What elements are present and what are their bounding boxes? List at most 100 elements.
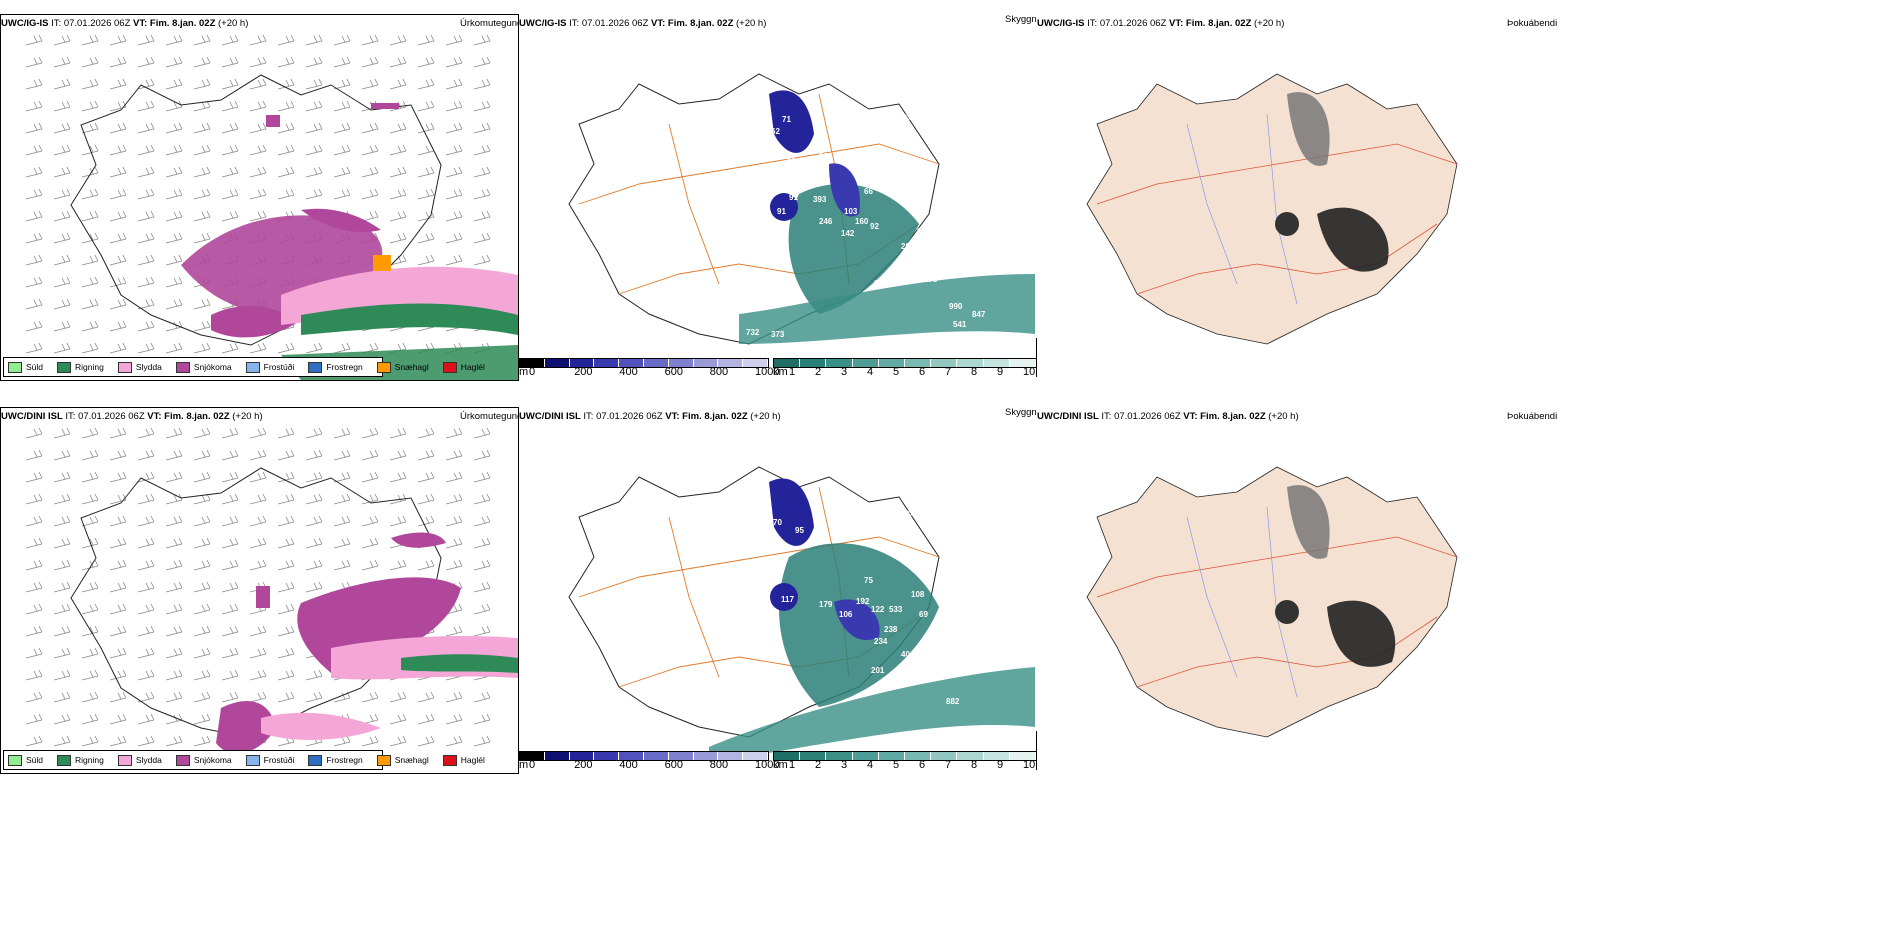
- wind-barb: [165, 581, 183, 593]
- wind-barb: [193, 713, 211, 725]
- wind-barb: [445, 100, 463, 112]
- wind-barb: [221, 100, 239, 112]
- legend-swatch: [442, 754, 457, 766]
- wind-barb: [417, 122, 435, 134]
- ceiling-value: 93: [787, 157, 796, 166]
- ceiling-value: 340: [899, 509, 913, 518]
- wind-barb: [193, 122, 211, 134]
- ceiling-value: 71: [782, 115, 791, 124]
- wind-barb: [137, 669, 155, 681]
- wind-barb: [305, 581, 323, 593]
- wind-barb: [193, 581, 211, 593]
- wind-barb: [473, 735, 491, 747]
- colorbar-tick: 9: [997, 759, 1004, 771]
- colorbar-tick: 200: [574, 759, 593, 771]
- wind-barb: [109, 603, 127, 615]
- fog-map-row1: [1086, 73, 1458, 345]
- wind-barb: [53, 188, 71, 200]
- wind-barb: [53, 56, 71, 68]
- wind-barb: [165, 559, 183, 571]
- panel-precip-type-row1: Súld Rigning Slydda Snjókoma Frostúði Frostre…: [0, 14, 519, 381]
- wind-barb: [333, 342, 351, 354]
- wind-barb: [277, 56, 295, 68]
- wind-barb: [25, 669, 43, 681]
- wind-barb: [53, 34, 71, 46]
- panel-fog-row1: [1037, 14, 1555, 379]
- wind-barb: [333, 449, 351, 461]
- wind-barb: [25, 493, 43, 505]
- wind-barb: [277, 493, 295, 505]
- wind-barb: [25, 427, 43, 439]
- legend-item: Rigning: [57, 754, 104, 766]
- colorbar-segment: [826, 752, 853, 760]
- wind-barb: [445, 537, 463, 549]
- colorbar-tick: 7: [945, 366, 952, 378]
- panel-title-precip-row2: Úrkomutegund: [460, 411, 523, 422]
- wind-barb: [445, 232, 463, 244]
- snow-patch-north: [301, 208, 381, 233]
- wind-barb: [53, 254, 71, 266]
- wind-barb: [81, 254, 99, 266]
- wind-barb: [473, 188, 491, 200]
- wind-barb: [333, 122, 351, 134]
- ceiling-value: 62: [771, 127, 780, 136]
- colorbar-tick: 8: [971, 759, 978, 771]
- wind-barb: [249, 471, 267, 483]
- wind-barb: [109, 320, 127, 332]
- wind-barb: [333, 493, 351, 505]
- colorbar-tick: 6: [919, 759, 926, 771]
- wind-barb: [81, 603, 99, 615]
- wind-barb: [25, 515, 43, 527]
- wind-barb: [473, 471, 491, 483]
- colorbar-segment: [743, 359, 768, 367]
- wind-barb: [389, 144, 407, 156]
- wind-barb: [165, 471, 183, 483]
- wind-barb: [473, 537, 491, 549]
- colorbar-tick: 800: [709, 759, 729, 771]
- ceiling-value: 732: [746, 328, 760, 337]
- colorbar-segment: [905, 359, 932, 367]
- wind-barb: [137, 537, 155, 549]
- colorbar-segment: [668, 752, 694, 760]
- ceiling-value: 103: [844, 207, 858, 216]
- panel-fog-row2: [1037, 407, 1555, 772]
- fog-map-row2: [1086, 466, 1458, 738]
- ceiling-value: 91: [777, 207, 786, 216]
- wind-barb: [53, 78, 71, 90]
- legend-item: Súld: [8, 754, 43, 766]
- legend-swatch: [245, 754, 260, 766]
- wind-barb: [109, 735, 127, 747]
- ceiling-value: 573: [897, 113, 911, 122]
- wind-barb: [109, 232, 127, 244]
- wind-barb: [445, 625, 463, 637]
- wind-barb: [81, 647, 99, 659]
- wind-barb: [25, 232, 43, 244]
- wind-barb: [277, 100, 295, 112]
- wind-barb: [361, 449, 379, 461]
- ceiling-value: 847: [972, 310, 986, 319]
- colorbar-tick: 400: [619, 366, 638, 378]
- legend-item: Súld: [8, 361, 43, 373]
- low-ceiling-north: [769, 90, 814, 153]
- ceiling-value: 77: [968, 632, 977, 641]
- wind-barb: [109, 342, 127, 354]
- iceland-land: [1086, 73, 1458, 345]
- wind-barb: [305, 427, 323, 439]
- legend-swatch: [117, 754, 132, 766]
- wind-barb: [193, 56, 211, 68]
- colorbar-segment: [878, 752, 906, 760]
- colorbar-tick: 1: [789, 759, 796, 771]
- wind-barb: [445, 515, 463, 527]
- wind-barb: [165, 210, 183, 222]
- ceiling-value: 393: [813, 195, 827, 204]
- ceiling-value: 234: [874, 637, 888, 646]
- wind-barb: [417, 166, 435, 178]
- wind-barb: [165, 166, 183, 178]
- wind-barb: [81, 471, 99, 483]
- ceiling-value: 76: [960, 177, 969, 186]
- wind-barb: [221, 493, 239, 505]
- wind-barb: [109, 210, 127, 222]
- wind-barb: [249, 78, 267, 90]
- wind-barb: [137, 625, 155, 637]
